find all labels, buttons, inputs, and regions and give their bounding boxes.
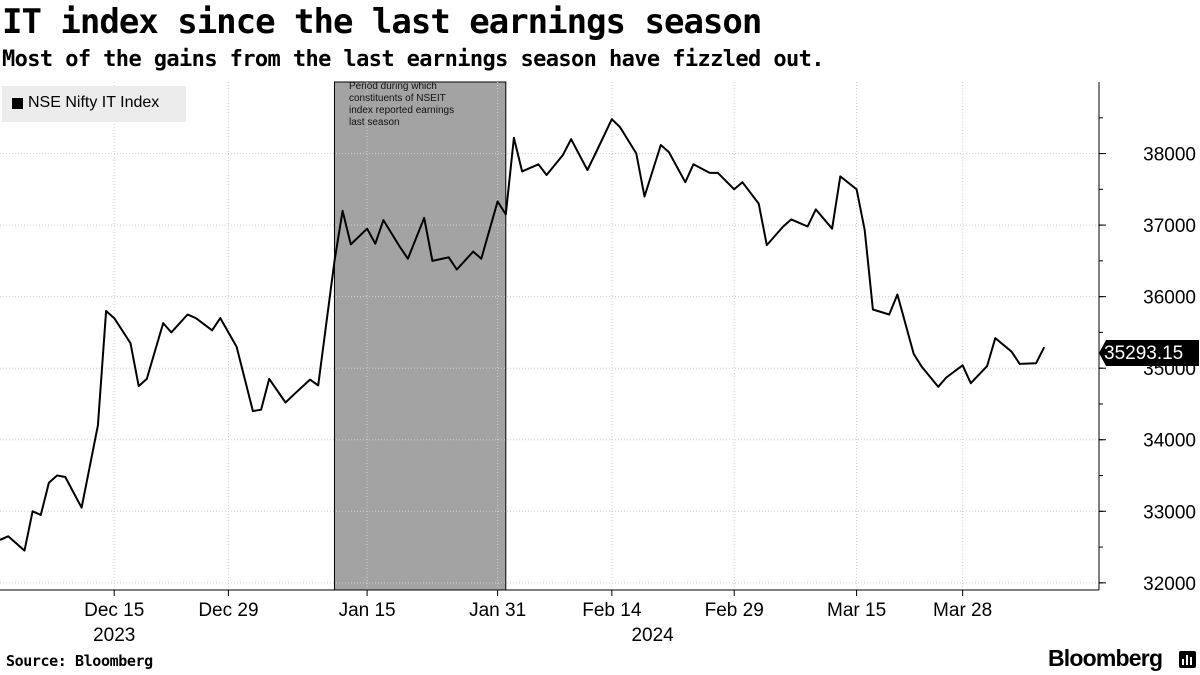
y-tick-label: 37000 — [1143, 216, 1196, 237]
x-tick-label: Dec 15 — [84, 600, 144, 621]
brand-logo-text: Bloomberg — [1048, 645, 1163, 671]
y-tick-label: 38000 — [1143, 145, 1196, 166]
chart-subtitle: Most of the gains from the last earnings… — [2, 47, 825, 72]
x-tick-label: Jan 15 — [339, 600, 396, 621]
shaded-period-annotation: Period during which constituents of NSEI… — [349, 81, 455, 128]
x-tick-label: Mar 15 — [827, 600, 886, 621]
legend-swatch — [12, 98, 23, 109]
source-note: Source: Bloomberg — [6, 652, 153, 670]
y-tick-label: 33000 — [1143, 502, 1196, 523]
y-tick-label: 32000 — [1143, 574, 1196, 595]
x-year-label: 2024 — [631, 625, 674, 646]
x-tick-label: Feb 29 — [705, 600, 764, 621]
x-tick-label: Dec 29 — [198, 600, 258, 621]
x-year-label: 2023 — [93, 625, 135, 646]
x-tick-label: Jan 31 — [469, 600, 526, 621]
last-value-label: 35293.15 — [1104, 343, 1184, 364]
chart-title: IT index since the last earnings season — [2, 2, 762, 42]
y-tick-label: 36000 — [1143, 288, 1196, 309]
x-tick-label: Feb 14 — [582, 600, 642, 621]
bar-chart-icon — [1179, 651, 1196, 668]
legend: NSE Nifty IT Index — [2, 86, 186, 122]
last-value-tag-shape — [1099, 340, 1199, 366]
series-line-nse-nifty-it — [0, 118, 1046, 552]
x-tick-label: Mar 28 — [933, 600, 992, 621]
shaded-period — [333, 81, 507, 591]
legend-label: NSE Nifty IT Index — [28, 94, 160, 111]
y-tick-label: 34000 — [1143, 431, 1196, 452]
